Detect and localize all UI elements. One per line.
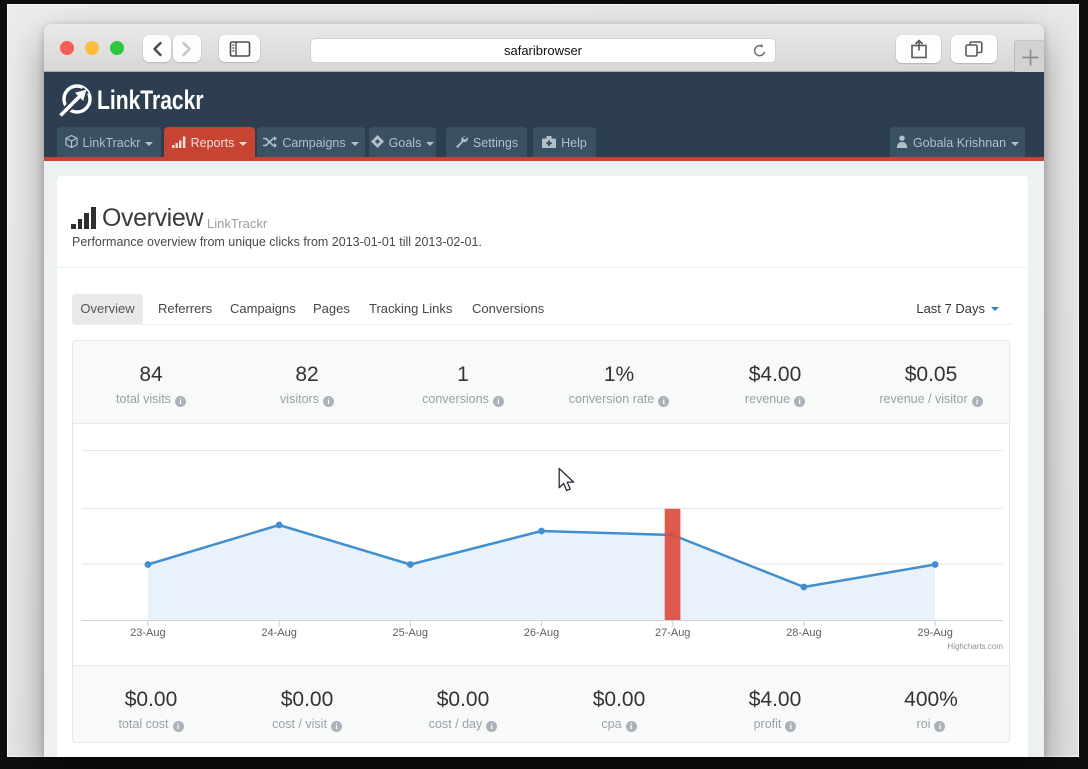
svg-text:27-Aug: 27-Aug bbox=[655, 627, 690, 639]
svg-text:28-Aug: 28-Aug bbox=[786, 627, 821, 639]
svg-text:23-Aug: 23-Aug bbox=[130, 627, 165, 639]
svg-text:25-Aug: 25-Aug bbox=[393, 627, 428, 639]
svg-text:24-Aug: 24-Aug bbox=[261, 627, 296, 639]
svg-text:Highcharts.com: Highcharts.com bbox=[947, 642, 1003, 651]
svg-text:26-Aug: 26-Aug bbox=[524, 627, 559, 639]
svg-text:29-Aug: 29-Aug bbox=[917, 627, 952, 639]
